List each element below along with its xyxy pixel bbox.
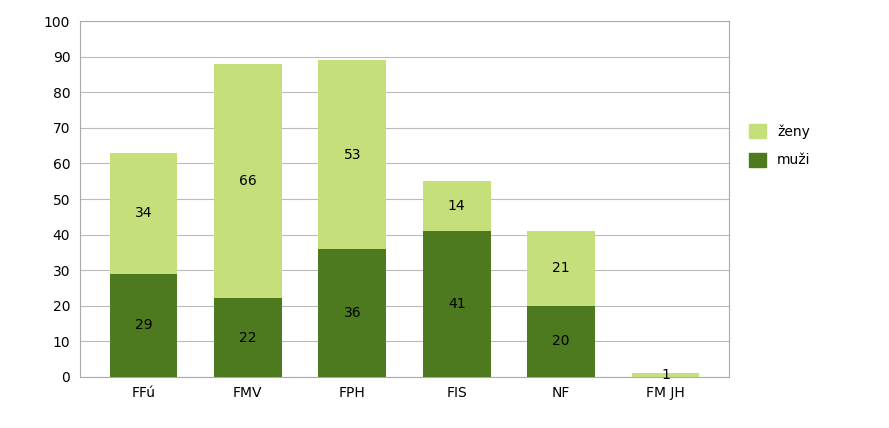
Text: 21: 21	[552, 261, 570, 275]
Text: 53: 53	[343, 148, 361, 162]
Text: 34: 34	[135, 206, 152, 220]
Bar	[423, 181, 491, 231]
Text: 1: 1	[661, 368, 670, 382]
Bar	[423, 231, 491, 377]
Bar	[214, 298, 282, 377]
Bar	[318, 60, 386, 249]
Bar	[318, 249, 386, 377]
Bar	[527, 306, 595, 377]
Bar	[109, 153, 178, 273]
Text: 14: 14	[448, 199, 466, 213]
Text: 36: 36	[343, 306, 361, 320]
Text: 20: 20	[552, 334, 570, 348]
Text: 41: 41	[448, 297, 466, 311]
Bar	[214, 64, 282, 298]
Bar	[631, 373, 700, 377]
Text: 22: 22	[239, 330, 257, 345]
Bar	[527, 231, 595, 306]
Bar	[109, 273, 178, 377]
Text: 66: 66	[239, 174, 257, 188]
Legend: ženy, muži: ženy, muži	[742, 117, 818, 175]
Text: 29: 29	[134, 318, 152, 332]
